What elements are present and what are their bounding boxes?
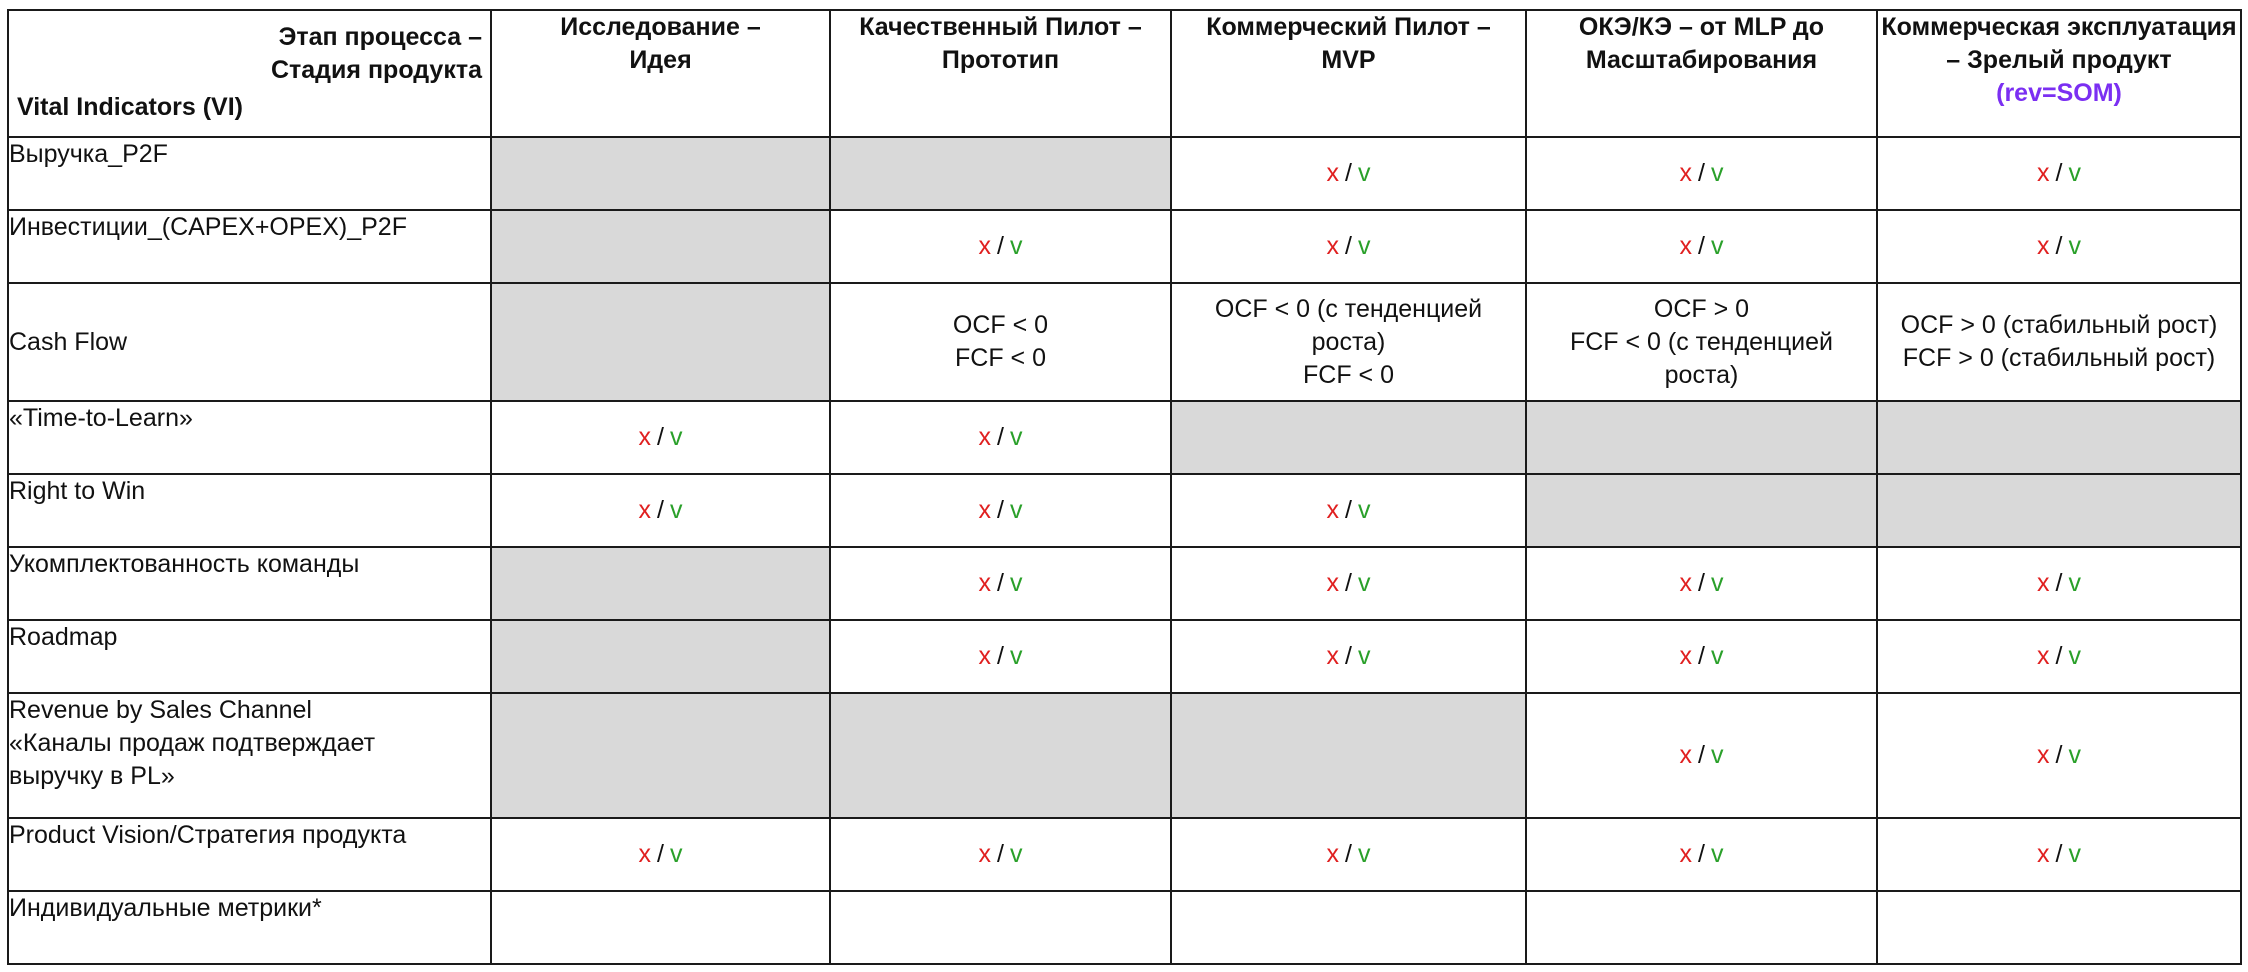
process-stage-header: Этап процесса – Стадия продукта [270,23,482,84]
table-row: Укомплектованность команды x / v x / v x / v x… [7,546,2242,621]
table-row: Right to Win x / v x / v x / v [7,473,2242,548]
vital-indicators-table: Этап процесса – Стадия продукта Vital In… [7,9,2242,965]
row-label: Product Vision/Стратегия продукта [7,817,492,892]
table-row: Revenue by Sales Channel «Каналы продаж … [7,692,2242,819]
na-cell [1525,473,1878,548]
row-label: Укомплектованность команды [7,546,492,621]
column-header-research: Исследование – Идея [490,9,831,138]
xv-cell: x / v [1525,546,1878,621]
xv-cell: x / v [1170,619,1527,694]
xv-cell: x / v [1525,136,1878,211]
xv-cell: x / v [1876,692,2242,819]
na-cell [490,282,831,402]
na-cell [1876,473,2242,548]
xv-cell: x / v [1525,619,1878,694]
row-label: Cash Flow [7,282,492,402]
header-row: Этап процесса – Стадия продукта Vital In… [7,9,2242,138]
xv-cell: x / v [1170,136,1527,211]
xv-cell: x / v [1170,209,1527,284]
row-label: «Time-to-Learn» [7,400,492,475]
xv-cell: x / v [490,473,831,548]
row-label: Revenue by Sales Channel «Каналы продаж … [7,692,492,819]
xv-cell: x / v [490,400,831,475]
xv-cell: x / v [1525,817,1878,892]
column-header-oke-ke: ОКЭ/КЭ – от MLP до Масштабирования [1525,9,1878,138]
column-header-commercial-pilot: Коммерческий Пилот – MVP [1170,9,1527,138]
cash-flow-cell: OCF > 0 (стабильный рост) FCF > 0 (стаби… [1876,282,2242,402]
na-cell [490,209,831,284]
table-row: «Time-to-Learn» x / v x / v [7,400,2242,475]
table-row: Инвестиции_(CAPEX+OPEX)_P2F x / v x / v x / v … [7,209,2242,284]
empty-cell [1876,890,2242,965]
empty-cell [1170,890,1527,965]
xv-cell: x / v [829,817,1172,892]
na-cell [490,619,831,694]
xv-cell: x / v [1170,817,1527,892]
na-cell [829,136,1172,211]
table-row: Выручка_P2F x / v x / v x / v [7,136,2242,211]
cash-flow-cell: OCF > 0 FCF < 0 (с тенденцией роста) [1525,282,1878,402]
na-cell [490,692,831,819]
xv-cell: x / v [829,619,1172,694]
row-label: Выручка_P2F [7,136,492,211]
na-cell [1170,400,1527,475]
xv-cell: x / v [1876,546,2242,621]
xv-cell: x / v [1876,209,2242,284]
xv-cell: x / v [1170,473,1527,548]
xv-cell: x / v [829,209,1172,284]
na-cell [829,692,1172,819]
row-label: Roadmap [7,619,492,694]
table-row: Product Vision/Стратегия продукта x / v x /… [7,817,2242,892]
rev-som-note: (rev=SOM) [1996,79,2122,107]
xv-cell: x / v [829,473,1172,548]
empty-cell [490,890,831,965]
empty-cell [1525,890,1878,965]
xv-cell: x / v [490,817,831,892]
xv-cell: x / v [829,400,1172,475]
row-label: Индивидуальные метрики* [7,890,492,965]
na-cell [1876,400,2242,475]
column-header-quality-pilot: Качественный Пилот – Прототип [829,9,1172,138]
xv-cell: x / v [1525,209,1878,284]
xv-cell: x / v [1876,619,2242,694]
empty-cell [829,890,1172,965]
na-cell [490,546,831,621]
table-row: Cash Flow OCF < 0 FCF < 0 OCF < 0 (с тен… [7,282,2242,402]
na-cell [1525,400,1878,475]
table-row: Индивидуальные метрики* [7,890,2242,965]
xv-cell: x / v [1876,817,2242,892]
table-row: Roadmap x / v x / v x / v x / v [7,619,2242,694]
header-corner-cell: Этап процесса – Стадия продукта Vital In… [7,9,492,138]
xv-cell: x / v [1170,546,1527,621]
row-label: Инвестиции_(CAPEX+OPEX)_P2F [7,209,492,284]
cash-flow-cell: OCF < 0 (с тенденцией роста) FCF < 0 [1170,282,1527,402]
vital-indicators-header: Vital Indicators (VI) [17,93,243,121]
row-label: Right to Win [7,473,492,548]
na-cell [1170,692,1527,819]
xv-cell: x / v [1525,692,1878,819]
xv-cell: x / v [829,546,1172,621]
xv-cell: x / v [1876,136,2242,211]
cash-flow-cell: OCF < 0 FCF < 0 [829,282,1172,402]
na-cell [490,136,831,211]
column-header-commercial-operation: Коммерческая эксплуатация – Зрелый проду… [1876,9,2242,138]
